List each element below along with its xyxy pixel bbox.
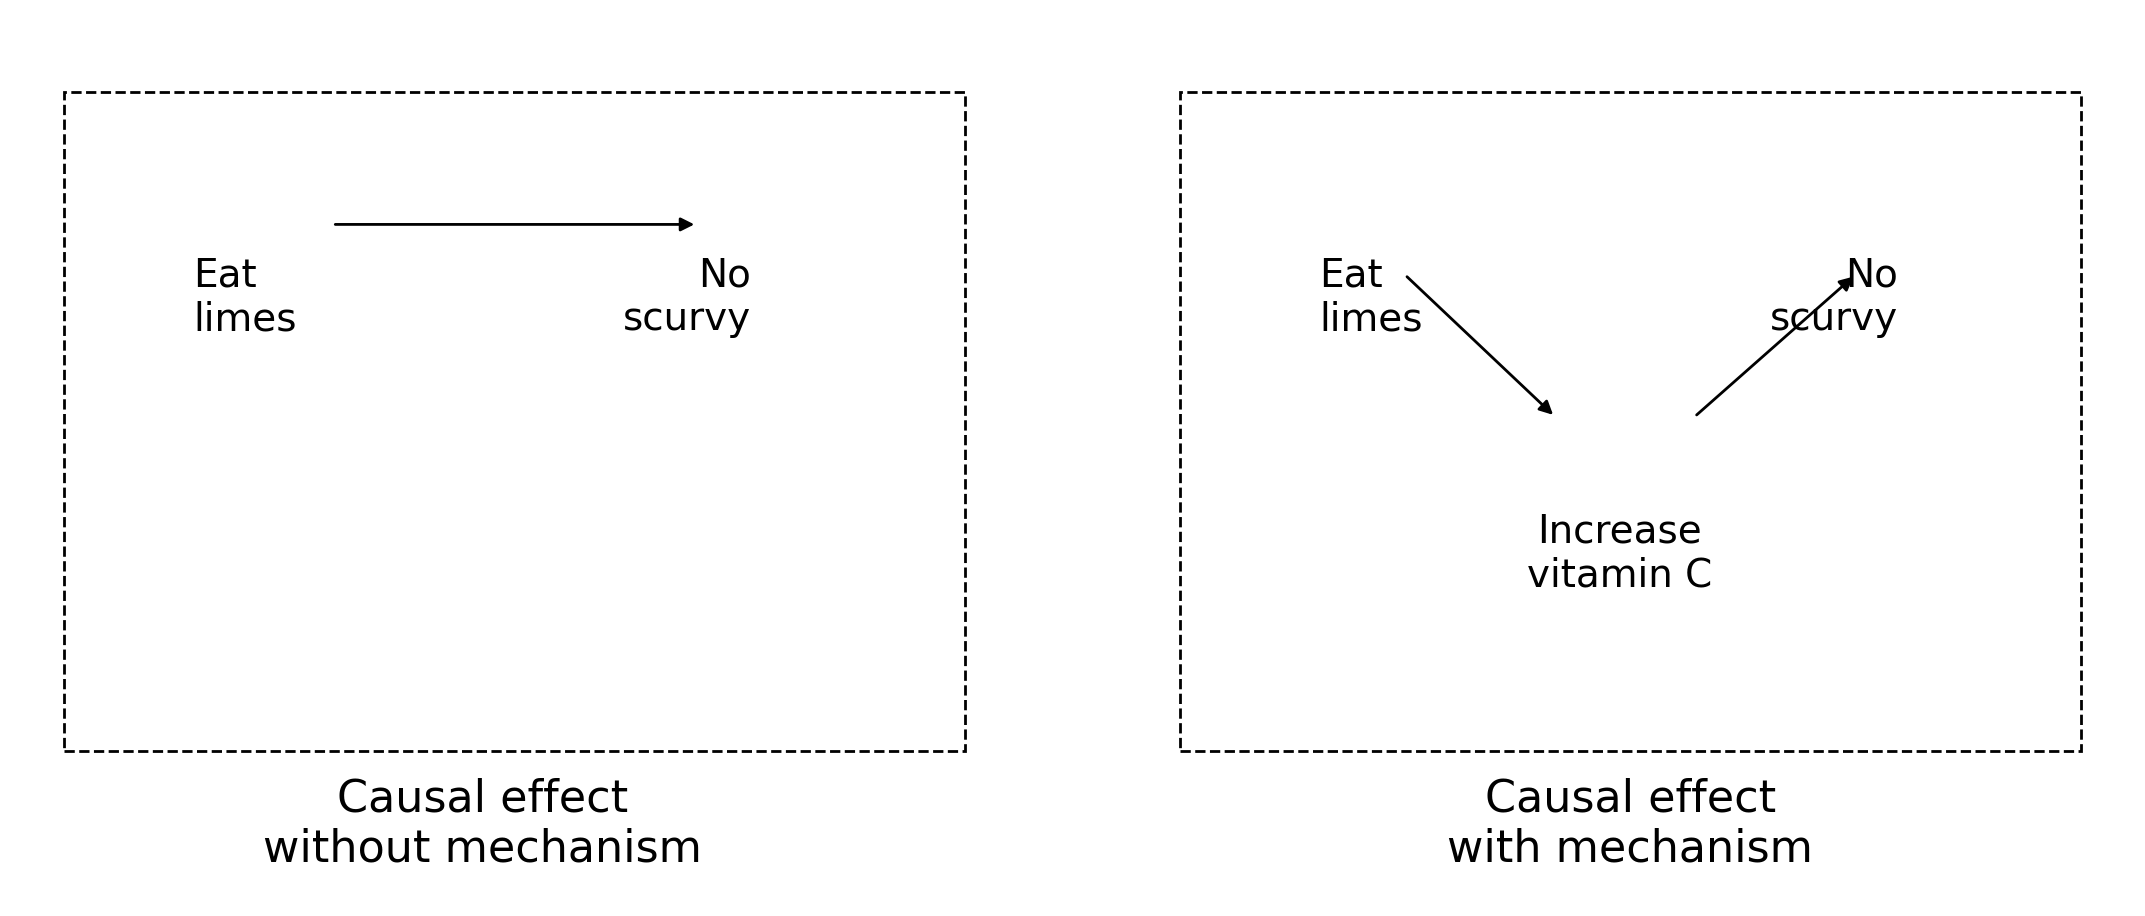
Text: Causal effect
with mechanism: Causal effect with mechanism [1448,778,1813,871]
Text: Eat
limes: Eat limes [193,256,296,339]
Text: No
scurvy: No scurvy [1770,256,1898,339]
Text: Causal effect
without mechanism: Causal effect without mechanism [264,778,701,871]
Text: Eat
limes: Eat limes [1319,256,1422,339]
Text: No
scurvy: No scurvy [622,256,751,339]
Text: Increase
vitamin C: Increase vitamin C [1527,513,1712,595]
